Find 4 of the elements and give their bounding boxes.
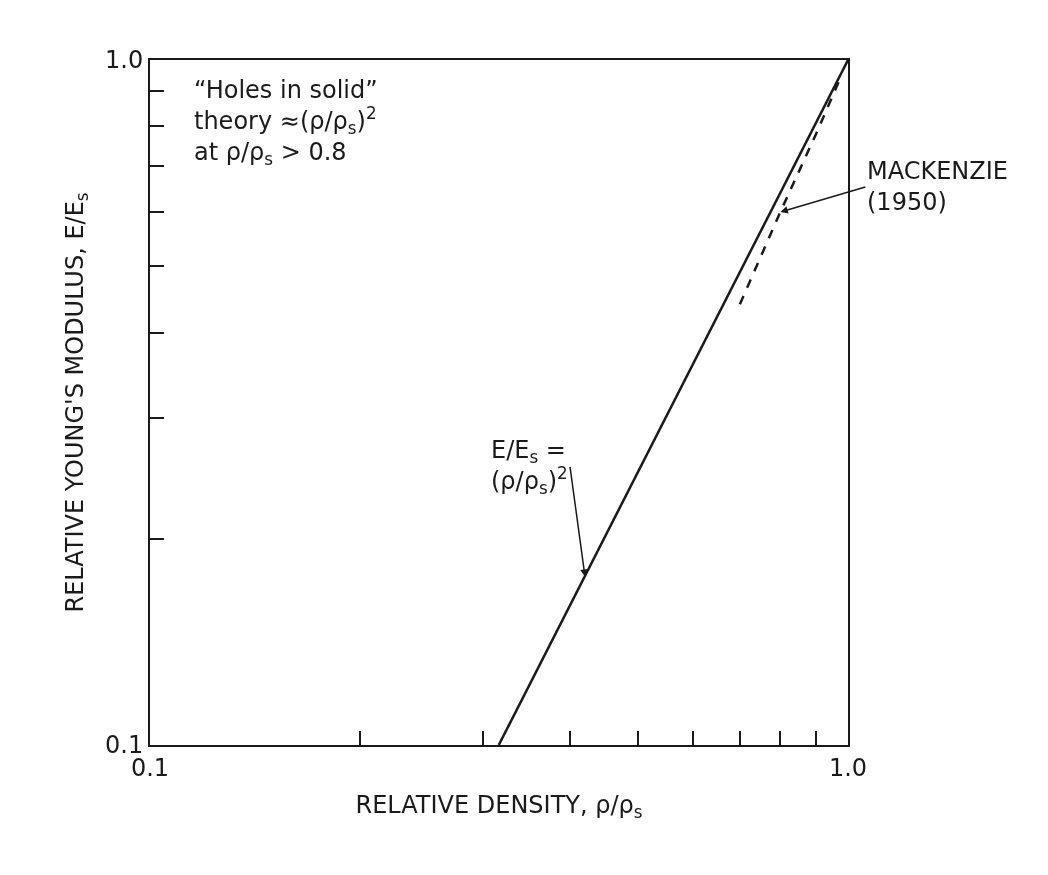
x-axis-title: RELATIVE DENSITY, ρ/ρ$_{s}$ — [355, 790, 643, 822]
annotation: E/E$_{s}$ = (ρ/ρ$_{s}$)$^{2}$ — [491, 436, 568, 499]
text: “Holes in solid” theory ≈(ρ/ρ$_{s}$)$^{2}$ at ρ/ρ$_{s}$ > 0.8 — [194, 76, 378, 170]
annotation: MACKENZIE (1950) — [867, 157, 1008, 217]
